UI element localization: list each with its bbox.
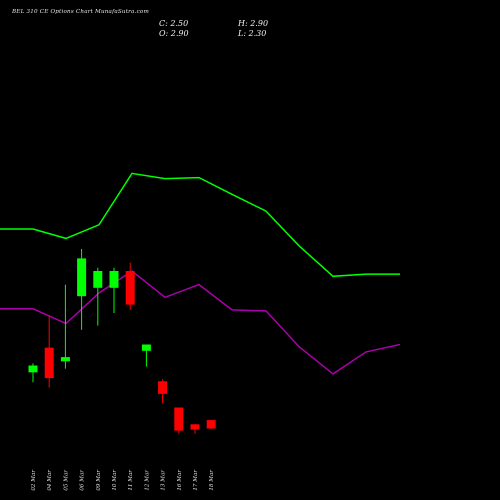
candle-body — [158, 381, 168, 394]
candle-1 — [28, 363, 38, 383]
x-tick-label: 02 Mar — [31, 470, 37, 491]
x-tick-label: 13 Mar — [161, 470, 167, 491]
x-tick-label: 09 Mar — [96, 470, 102, 491]
x-tick-label: 12 Mar — [144, 470, 150, 491]
x-tick-label: 06 Mar — [80, 470, 86, 491]
candle-4 — [77, 248, 87, 330]
open-value: O: 2.90 — [159, 29, 189, 38]
candle-5 — [93, 267, 103, 326]
candle-2 — [44, 315, 54, 388]
close-value: C: 2.50 — [159, 19, 189, 28]
candle-body — [60, 357, 70, 362]
chart-title: BEL 310 CE Options Chart MunafaSutra.com — [12, 9, 149, 15]
candle-9 — [158, 379, 168, 404]
candle-body — [190, 424, 200, 430]
candle-body — [93, 271, 103, 288]
x-tick-label: 05 Mar — [63, 470, 69, 491]
candle-body — [77, 258, 87, 297]
candle-body — [206, 420, 216, 429]
high-value: H: 2.90 — [238, 19, 269, 28]
candle-body — [44, 347, 54, 379]
x-tick-label: 11 Mar — [128, 470, 134, 491]
candle-body — [109, 271, 119, 288]
candle-10 — [174, 407, 184, 434]
candle-3 — [60, 284, 70, 369]
overlay-line-1 — [0, 172, 400, 278]
candle-body — [141, 344, 151, 351]
candle-body — [125, 271, 135, 305]
overlay-line-2 — [0, 270, 401, 375]
x-tick-label: 17 Mar — [193, 470, 199, 491]
candle-8 — [141, 344, 151, 367]
candle-body — [174, 407, 184, 431]
candle-body — [28, 365, 38, 373]
candle-6 — [109, 267, 119, 313]
x-tick-label: 10 Mar — [112, 470, 118, 491]
x-tick-label: 04 Mar — [47, 470, 53, 491]
low-value: L: 2.30 — [238, 29, 267, 38]
candle-11 — [190, 424, 200, 434]
x-tick-label: 18 Mar — [209, 470, 215, 491]
candle-7 — [125, 262, 135, 310]
x-tick-label: 16 Mar — [177, 470, 183, 491]
candle-12 — [206, 420, 216, 430]
